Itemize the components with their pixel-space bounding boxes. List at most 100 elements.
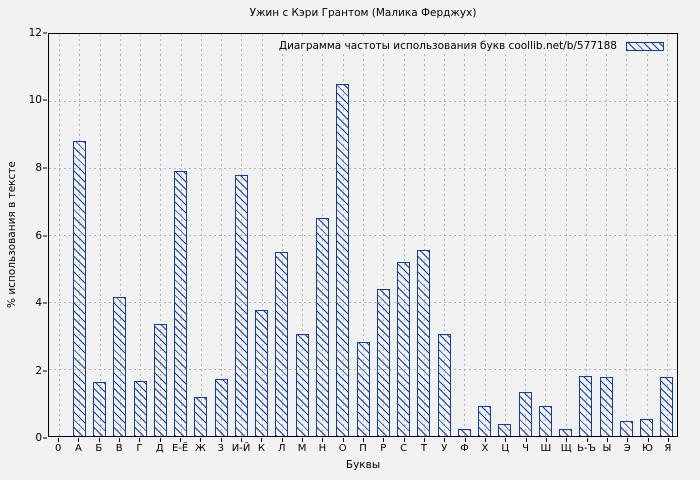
x-tick-mark bbox=[159, 438, 161, 442]
x-tick-mark bbox=[261, 438, 263, 442]
x-tick-label: Л bbox=[277, 443, 286, 454]
x-tick-mark bbox=[403, 438, 405, 442]
x-tick-mark bbox=[423, 438, 425, 442]
y-tick-label: 0 bbox=[35, 432, 42, 444]
x-tick-label: Х bbox=[481, 443, 489, 454]
legend: Диаграмма частоты использования букв coo… bbox=[275, 38, 667, 54]
x-tick-label: Ю bbox=[642, 443, 653, 454]
bar-Ж bbox=[194, 397, 208, 436]
x-tick-mark bbox=[281, 438, 283, 442]
bar-А bbox=[72, 141, 86, 436]
x-tick-mark bbox=[322, 438, 324, 442]
bar-О bbox=[336, 84, 350, 436]
x-tick-label: И-Й bbox=[231, 443, 251, 454]
y-axis-tick-labels: 0 2 4 6 8 10 12 bbox=[0, 27, 42, 444]
x-tick-label: Т bbox=[420, 443, 428, 454]
legend-swatch-hatch-icon bbox=[626, 41, 664, 51]
bar-У bbox=[437, 333, 451, 436]
x-tick-mark bbox=[505, 438, 507, 442]
y-tick-mark bbox=[43, 370, 47, 371]
y-tick-mark bbox=[43, 167, 47, 169]
bar-Ю bbox=[640, 419, 654, 436]
x-tick-mark bbox=[139, 438, 141, 442]
x-tick-label: М bbox=[297, 443, 307, 454]
x-tick-label: Ф bbox=[460, 443, 469, 454]
x-tick-label: Ь-Ъ bbox=[577, 443, 596, 454]
x-tick-label: Ч bbox=[522, 443, 530, 454]
x-tick-label: Г bbox=[136, 443, 143, 454]
x-tick-label: П bbox=[359, 443, 367, 454]
bar-С bbox=[397, 261, 411, 436]
x-tick-mark bbox=[180, 438, 182, 442]
x-axis-label: Буквы bbox=[345, 459, 381, 471]
bar-Э bbox=[619, 420, 633, 436]
x-tick-mark bbox=[586, 438, 588, 442]
bar-Е-Ё bbox=[174, 171, 188, 436]
x-tick-mark bbox=[484, 438, 486, 442]
x-tick-label: Е-Ё bbox=[171, 443, 189, 454]
x-tick-label: К bbox=[257, 443, 265, 454]
bar-Д bbox=[153, 323, 167, 436]
x-tick-mark bbox=[119, 438, 121, 442]
y-tick-label: 12 bbox=[28, 27, 42, 39]
x-tick-label: Ш bbox=[540, 443, 552, 454]
bar-Ш bbox=[538, 405, 552, 436]
x-axis-tick-labels: 0 А Б В Г Д Е-Ё Ж З И-Й К Л М Н О П Р С Т У Ф Х Ц Ч Ш Щ Ь-Ъ Ы Э Ю Я bbox=[48, 443, 678, 455]
x-tick-label: Ж bbox=[195, 443, 206, 454]
x-tick-label: Б bbox=[95, 443, 103, 454]
x-tick-mark bbox=[606, 438, 608, 442]
x-tick-label: Ц bbox=[501, 443, 510, 454]
bar-И-Й bbox=[234, 174, 248, 436]
y-tick-label: 8 bbox=[35, 161, 42, 174]
x-tick-mark bbox=[647, 438, 649, 442]
gridline-horizontal bbox=[49, 301, 677, 303]
x-tick-mark bbox=[58, 438, 60, 442]
x-tick-label: Щ bbox=[560, 443, 572, 454]
y-tick-mark bbox=[43, 302, 47, 304]
bar-Ф bbox=[457, 429, 471, 436]
y-tick-mark bbox=[43, 437, 47, 439]
y-tick-label: 6 bbox=[35, 229, 42, 242]
y-tick-label: 2 bbox=[35, 364, 42, 377]
bar-Щ bbox=[559, 429, 573, 436]
bar-П bbox=[356, 342, 370, 436]
y-tick-label: 10 bbox=[28, 94, 42, 107]
x-tick-mark bbox=[302, 438, 304, 442]
x-tick-mark bbox=[342, 438, 344, 442]
bar-Ц bbox=[498, 424, 512, 436]
x-tick-label: З bbox=[217, 443, 224, 454]
x-tick-mark bbox=[220, 438, 222, 442]
gridline-horizontal bbox=[49, 167, 677, 169]
x-tick-mark bbox=[363, 438, 364, 442]
bar-Ч bbox=[518, 392, 532, 436]
y-tick-mark bbox=[43, 32, 47, 34]
bar-К bbox=[255, 310, 269, 436]
x-tick-mark bbox=[241, 438, 243, 442]
x-tick-mark bbox=[383, 438, 385, 442]
gridline-horizontal bbox=[49, 235, 677, 236]
x-tick-mark bbox=[545, 438, 547, 442]
gridline-horizontal bbox=[49, 100, 677, 102]
x-tick-mark bbox=[444, 438, 446, 442]
y-tick-mark bbox=[43, 235, 47, 236]
x-tick-label: С bbox=[400, 443, 408, 454]
x-tick-mark bbox=[627, 438, 629, 442]
plot-area: Диаграмма частоты использования букв coo… bbox=[48, 33, 678, 437]
x-tick-mark bbox=[667, 438, 669, 442]
bar-Г bbox=[133, 380, 147, 436]
x-tick-label: А bbox=[75, 443, 82, 454]
x-tick-mark bbox=[566, 438, 568, 442]
x-tick-label: Н bbox=[318, 443, 327, 454]
y-tick-mark bbox=[43, 99, 47, 101]
bar-Б bbox=[93, 382, 107, 436]
x-tick-label: Д bbox=[155, 443, 164, 454]
x-tick-label: Я bbox=[664, 443, 672, 454]
bar-З bbox=[214, 379, 228, 436]
x-tick-mark bbox=[200, 438, 202, 442]
x-tick-label: О bbox=[338, 443, 347, 454]
bar-В bbox=[113, 296, 127, 436]
bar-Л bbox=[275, 251, 289, 436]
x-axis-tick-marks bbox=[48, 438, 678, 442]
x-tick-label: В bbox=[115, 443, 123, 454]
